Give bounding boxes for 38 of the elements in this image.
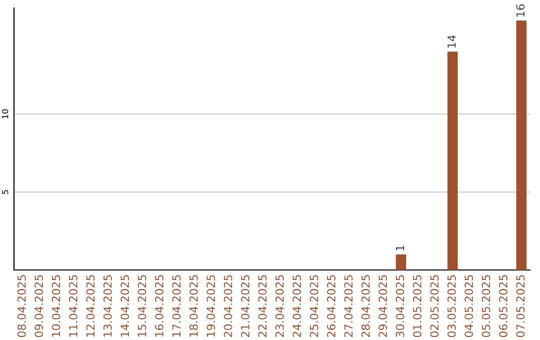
x-tick-label: 28.04.2025: [361, 275, 370, 337]
x-tick-label: 27.04.2025: [344, 275, 353, 337]
x-tick-label: 10.04.2025: [52, 275, 60, 337]
data-label: 1: [396, 246, 404, 250]
x-tick-label: 07.05.2025: [516, 275, 525, 338]
x-tick-label: 02.05.2025: [430, 275, 439, 338]
x-tick-label: 16.04.2025: [155, 275, 164, 337]
x-tick-label: 04.05.2025: [464, 275, 474, 338]
x-tick-label: 14.04.2025: [120, 275, 130, 337]
x-tick-label: 22.04.2025: [258, 275, 267, 337]
x-tick-label: 26.04.2025: [327, 275, 336, 337]
x-tick-label: 01.05.2025: [413, 275, 422, 338]
x-tick-label: 05.05.2025: [482, 275, 490, 338]
x-tick-label: 09.04.2025: [34, 275, 44, 338]
x-tick-label: 20.04.2025: [224, 275, 232, 337]
x-tick-label: 29.04.2025: [378, 275, 388, 337]
y-tick-label: 10: [2, 109, 8, 118]
x-tick-label: 06.05.2025: [499, 275, 508, 338]
x-tick-label: 21.04.2025: [241, 275, 250, 337]
x-tick-label: 24.04.2025: [292, 275, 302, 337]
x-tick-label: 15.04.2025: [138, 275, 146, 337]
data-label: 16: [516, 4, 525, 16]
x-tick-label: 18.04.2025: [189, 275, 198, 337]
y-tick-label: 5: [2, 190, 8, 194]
x-tick-label: 17.04.2025: [172, 275, 181, 337]
x-tick-label: 23.04.2025: [275, 275, 284, 337]
bar: [396, 254, 406, 270]
x-tick-label: 03.05.2025: [447, 275, 456, 338]
x-tick-label: 19.04.2025: [206, 275, 216, 337]
x-tick-label: 30.04.2025: [396, 275, 404, 337]
bar: [447, 52, 458, 270]
data-label: 14: [448, 35, 456, 48]
x-tick-label: 08.04.2025: [17, 275, 26, 338]
bar: [516, 20, 527, 270]
x-tick-label: 11.04.2025: [69, 275, 78, 337]
x-tick-label: 13.04.2025: [103, 275, 112, 337]
x-tick-label: 25.04.2025: [310, 275, 318, 337]
x-tick-label: 12.04.2025: [86, 275, 95, 337]
